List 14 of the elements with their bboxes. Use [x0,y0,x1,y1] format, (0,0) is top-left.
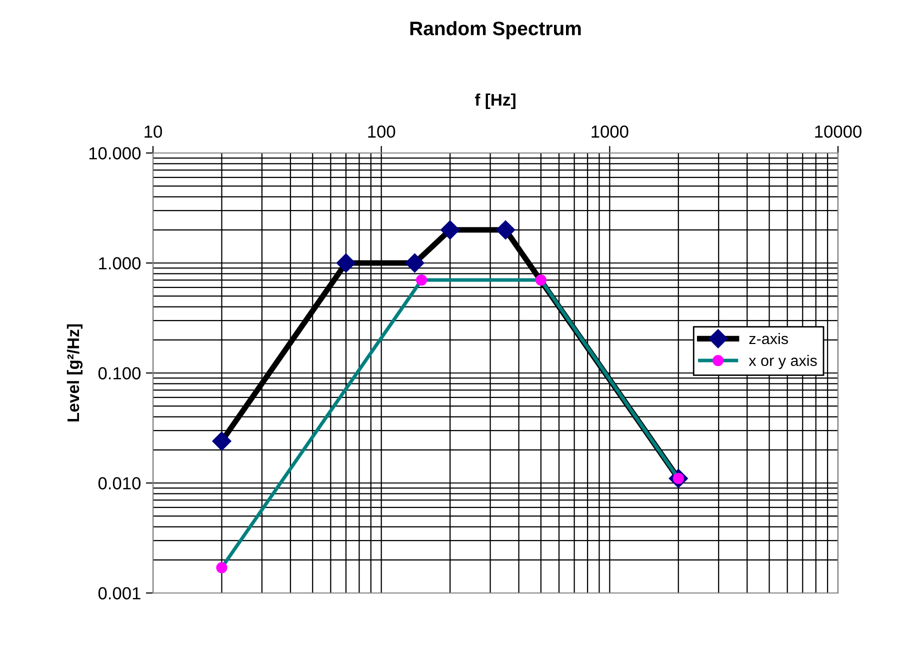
legend-label: x or y axis [748,354,817,370]
y-tick-label: 0.010 [98,477,141,490]
y-tick-label: 10.000 [89,147,141,160]
x-axis-title: f [Hz] [474,93,516,110]
x-tick-label: 100 [368,125,396,138]
y-tick-label: 0.100 [98,367,141,380]
legend-label: z-axis [749,332,788,344]
x-tick-label: 10000 [815,125,862,138]
y-tick-label: 0.001 [98,587,140,600]
x-tick-label: 10 [144,125,162,138]
chart-title: Random Spectrum [410,21,581,40]
x-tick-label: 1000 [592,125,628,138]
y-tick-label: 1.000 [99,257,141,270]
y-axis-title: Level [g²/Hz] [66,324,83,422]
